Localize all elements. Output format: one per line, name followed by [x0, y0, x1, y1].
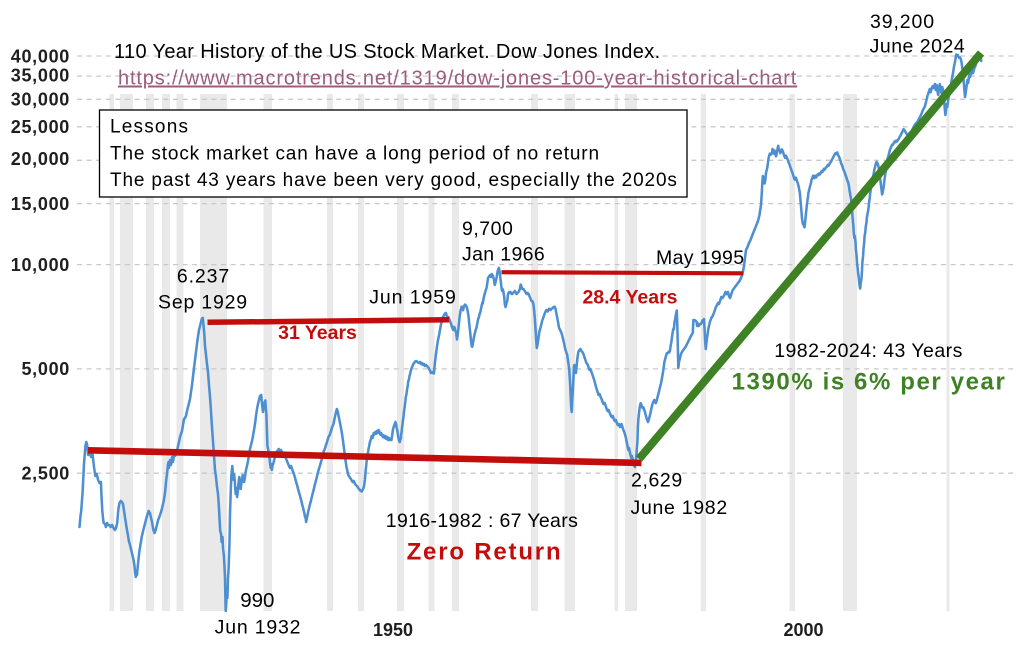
svg-text:The stock market can have a lo: The stock market can have a long period …	[110, 143, 600, 164]
svg-text:Sep 1929: Sep 1929	[158, 292, 248, 314]
svg-text:20,000: 20,000	[11, 149, 70, 169]
svg-text:15,000: 15,000	[11, 194, 70, 214]
svg-text:9,700: 9,700	[462, 218, 513, 240]
svg-text:28.4 Years: 28.4 Years	[582, 287, 677, 309]
svg-text:Jan 1966: Jan 1966	[462, 244, 545, 266]
svg-text:40,000: 40,000	[11, 46, 70, 66]
svg-text:1982-2024: 43 Years: 1982-2024: 43 Years	[774, 340, 963, 362]
svg-text:35,000: 35,000	[11, 65, 70, 85]
svg-text:990: 990	[240, 589, 274, 612]
svg-text:Zero Return: Zero Return	[407, 539, 563, 566]
svg-text:2000: 2000	[783, 620, 823, 640]
svg-text:30,000: 30,000	[11, 90, 70, 110]
svg-text:6.237: 6.237	[177, 266, 230, 288]
svg-text:1950: 1950	[373, 620, 413, 640]
svg-text:June 2024: June 2024	[870, 36, 966, 58]
svg-text:110 Year History of the US Sto: 110 Year History of the US Stock Market.…	[114, 41, 661, 63]
svg-text:1916-1982 : 67 Years: 1916-1982 : 67 Years	[386, 510, 578, 532]
svg-text:2,500: 2,500	[21, 464, 70, 484]
svg-text:The past 43 years have been ve: The past 43 years have been very good, e…	[110, 170, 678, 191]
svg-text:25,000: 25,000	[11, 117, 70, 137]
svg-text:May 1995: May 1995	[656, 247, 744, 269]
svg-text:5,000: 5,000	[21, 359, 70, 379]
svg-text:June 1982: June 1982	[631, 497, 728, 519]
svg-text:1390% is 6% per year: 1390% is 6% per year	[732, 369, 1007, 396]
svg-text:39,200: 39,200	[870, 11, 935, 33]
svg-text:2,629: 2,629	[631, 470, 683, 492]
svg-text:Lessons: Lessons	[110, 117, 189, 138]
svg-text:https://www.macrotrends.net/13: https://www.macrotrends.net/1319/dow-jon…	[118, 68, 797, 90]
svg-text:10,000: 10,000	[11, 255, 70, 275]
svg-text:Jun 1932: Jun 1932	[215, 617, 302, 639]
svg-text:Jun 1959: Jun 1959	[369, 287, 456, 309]
svg-text:31 Years: 31 Years	[278, 322, 357, 344]
